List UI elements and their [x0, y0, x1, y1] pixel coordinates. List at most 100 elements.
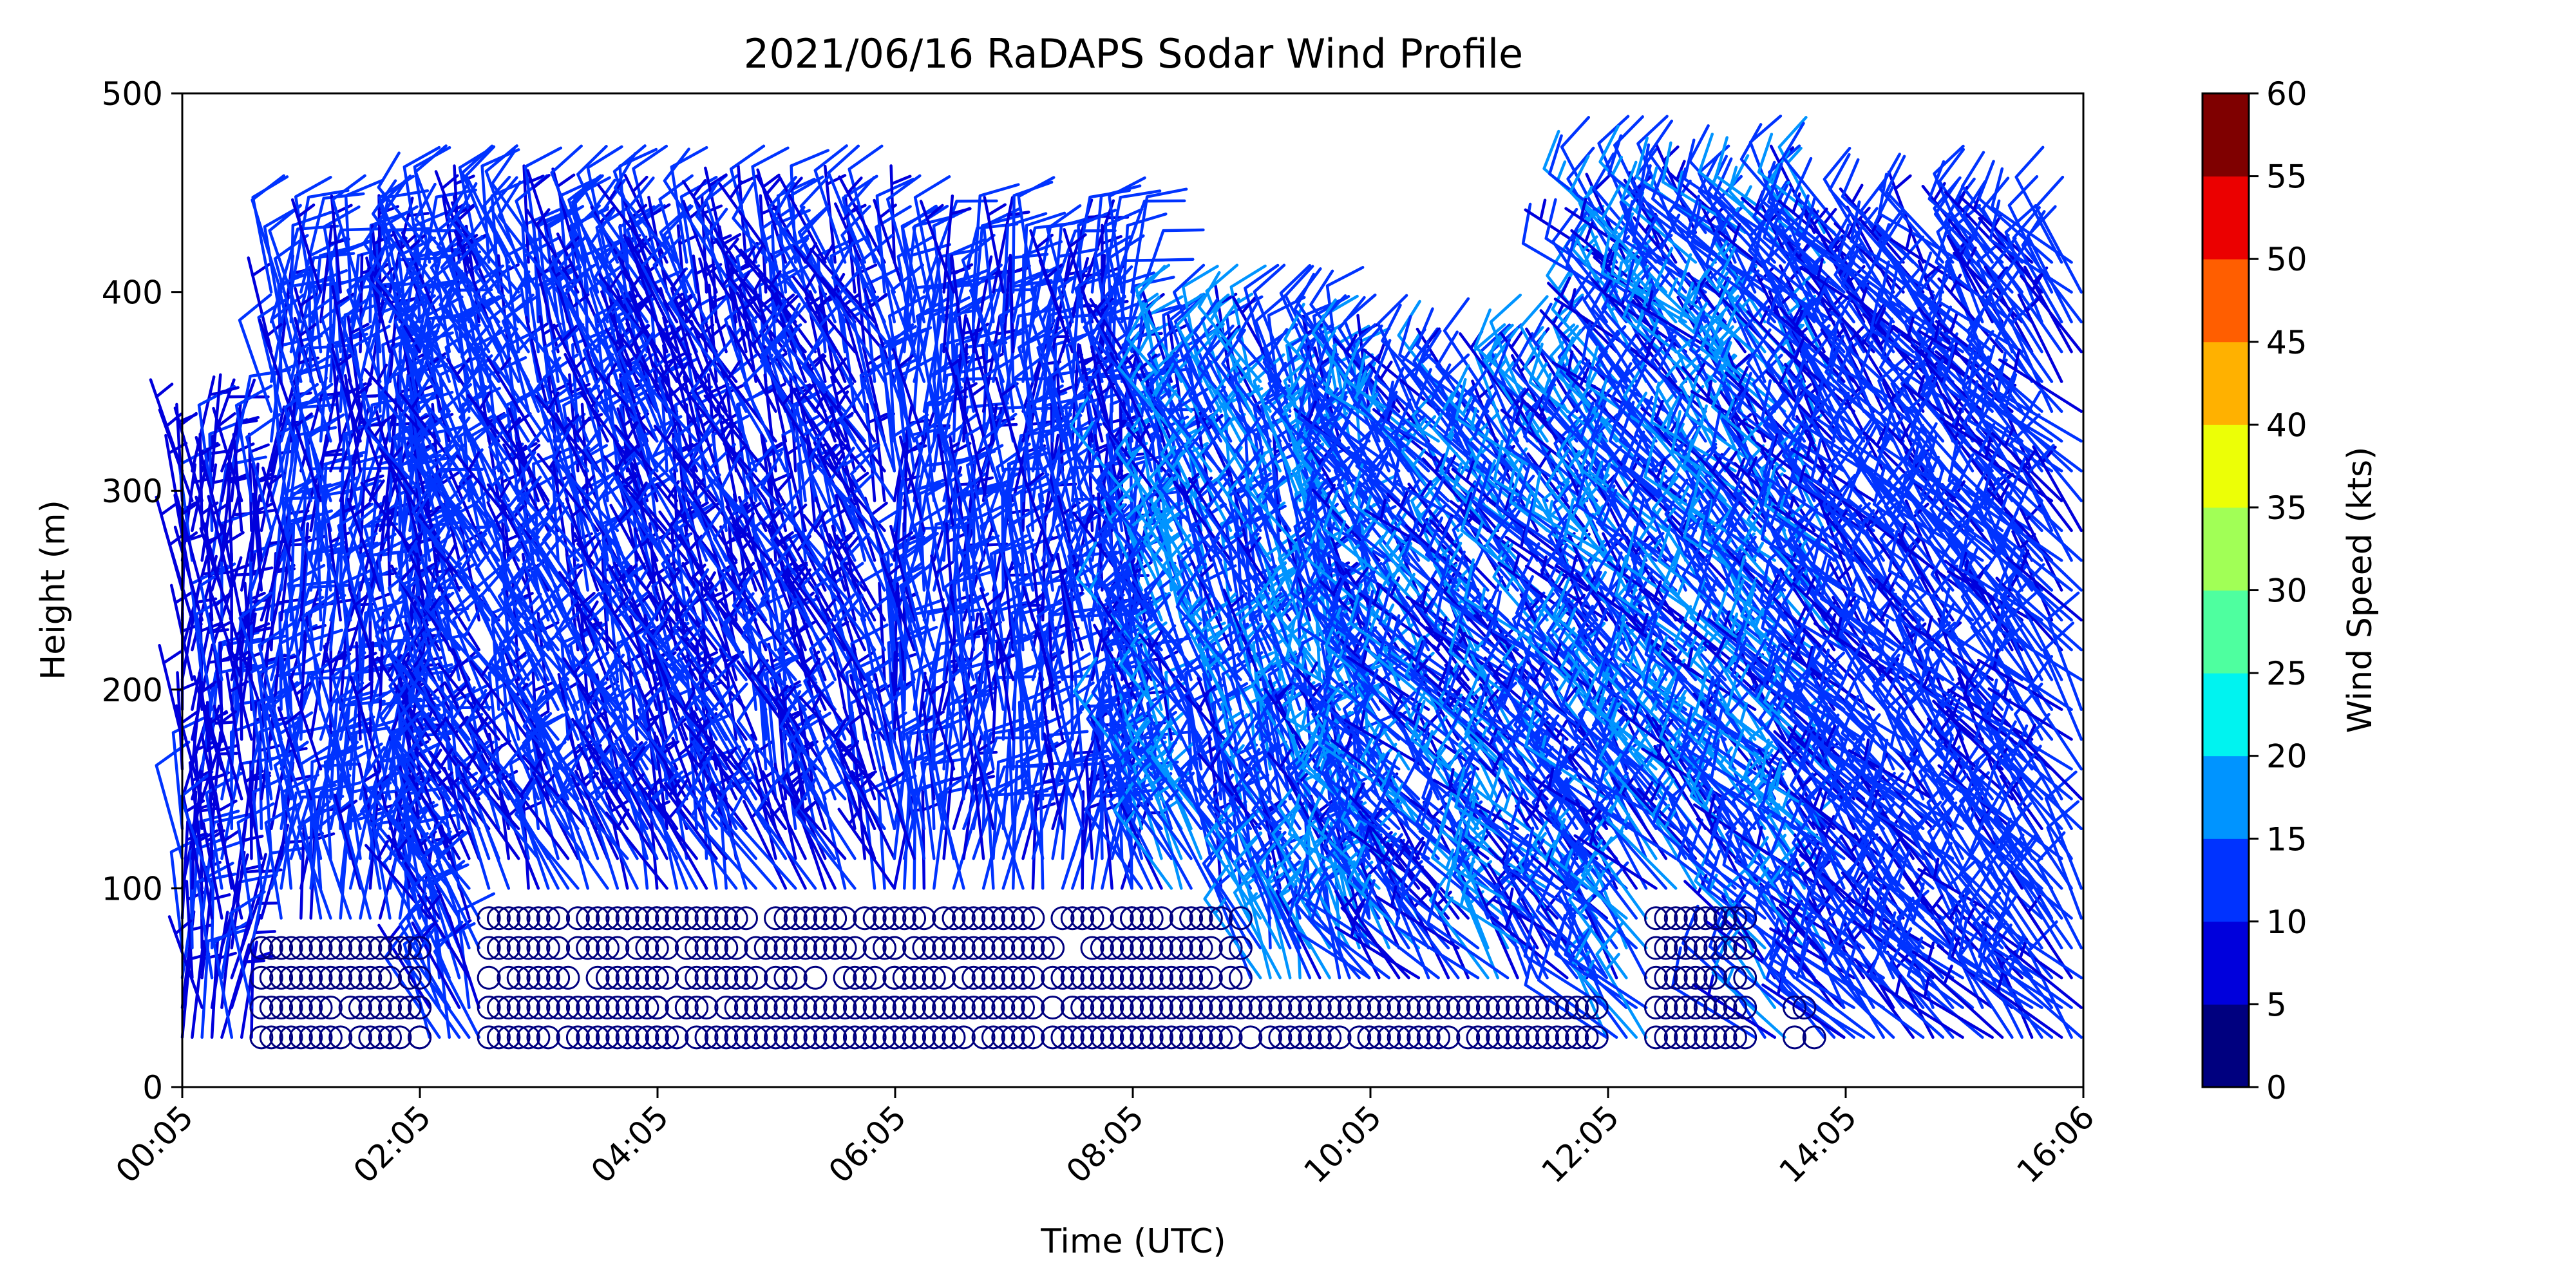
wind-barb	[617, 330, 679, 413]
wind-barb	[1091, 657, 1153, 771]
wind-barb	[491, 149, 550, 264]
wind-barb	[550, 775, 609, 890]
wind-barb	[216, 822, 243, 920]
wind-barb	[603, 451, 668, 533]
colorbar-segment	[2202, 176, 2249, 260]
wind-barb	[1069, 390, 1133, 502]
wind-barb	[668, 269, 728, 383]
wind-barb	[1030, 293, 1065, 413]
wind-barb	[210, 731, 240, 831]
wind-barb	[829, 656, 886, 741]
wind-barb	[1038, 412, 1074, 533]
y-tick-label: 300	[102, 473, 163, 510]
wind-barb	[913, 503, 951, 622]
wind-barb	[647, 444, 698, 562]
colorbar-segment	[2202, 838, 2249, 922]
colorbar-tick-label: 30	[2266, 573, 2307, 610]
x-axis-label: Time (UTC)	[1040, 1222, 1226, 1261]
colorbar-tick-label: 60	[2266, 75, 2307, 113]
colorbar-tick-label: 40	[2266, 406, 2307, 444]
wind-barb	[913, 175, 951, 294]
wind-barb	[387, 777, 451, 890]
wind-barb	[1057, 263, 1094, 383]
wind-barb	[464, 688, 530, 800]
wind-barb	[378, 446, 431, 533]
wind-barb	[952, 472, 987, 592]
colorbar-tick-label: 55	[2266, 158, 2307, 196]
wind-barb	[587, 592, 629, 711]
wind-barb	[802, 391, 867, 473]
wind-barb	[229, 890, 266, 1009]
wind-barb	[277, 711, 314, 831]
wind-barb	[347, 378, 382, 473]
wind-barb	[331, 174, 366, 294]
wind-barb	[994, 377, 1025, 473]
wind-barb	[268, 681, 303, 800]
wind-barb	[800, 510, 867, 622]
wind-barb	[554, 599, 620, 711]
wind-barb	[331, 347, 362, 443]
wind-barb	[837, 806, 896, 890]
wind-barb	[1017, 176, 1056, 294]
colorbar-segment	[2202, 921, 2249, 1005]
wind-barb	[1130, 187, 1188, 294]
wind-barb	[418, 627, 481, 741]
chart-title: 2021/06/16 RaDAPS Sodar Wind Profile	[744, 30, 1523, 77]
wind-barb	[1172, 478, 1233, 562]
wind-barb	[770, 506, 827, 622]
wind-barb	[238, 591, 273, 711]
wind-barb	[175, 495, 204, 592]
wind-barb	[437, 659, 500, 741]
wind-barb	[402, 146, 441, 264]
wind-barb	[828, 446, 886, 562]
wind-barb	[290, 198, 323, 294]
wind-barb	[771, 685, 827, 771]
wind-barb	[474, 770, 511, 890]
wind-barb	[610, 682, 659, 800]
wind-barb	[212, 406, 243, 502]
wind-barb	[713, 505, 768, 622]
wind-barb	[429, 802, 481, 920]
colorbar-segment	[2202, 673, 2249, 757]
wind-barb	[158, 643, 184, 741]
y-tick-label: 100	[102, 870, 163, 907]
wind-barb	[582, 629, 649, 741]
wind-barb	[779, 303, 847, 413]
wind-barb	[1098, 684, 1153, 800]
wind-barb	[979, 612, 1002, 711]
wind-barb	[623, 743, 679, 860]
colorbar-label: Wind Speed (kts)	[2341, 447, 2380, 734]
wind-barb	[992, 748, 1038, 860]
colorbar-tick-label: 15	[2266, 820, 2307, 858]
wind-barb	[1093, 623, 1144, 711]
wind-barb	[745, 444, 797, 562]
wind-barb	[710, 779, 777, 890]
wind-barb	[515, 475, 570, 592]
wind-barb	[880, 323, 916, 443]
wind-barb	[526, 208, 580, 294]
wind-barb	[297, 800, 332, 920]
wind-barb	[995, 442, 1031, 562]
wind-barb	[822, 719, 886, 800]
wind-barb	[826, 593, 876, 711]
wind-barb	[992, 196, 1030, 294]
wind-barb	[378, 611, 403, 711]
y-tick-label: 500	[102, 75, 163, 113]
wind-barb	[251, 174, 286, 294]
colorbar-segment	[2202, 1004, 2249, 1088]
wind-barb	[377, 151, 441, 264]
wind-barb	[539, 591, 580, 711]
wind-barb	[193, 675, 223, 771]
wind-barb	[307, 269, 348, 383]
wind-barb	[670, 691, 738, 771]
wind-barb	[763, 300, 827, 413]
wind-barb	[838, 386, 896, 502]
wind-barb	[732, 182, 797, 294]
wind-barb	[402, 923, 461, 1039]
wind-barb	[212, 920, 250, 1039]
wind-barb	[1101, 189, 1162, 294]
wind-barb	[363, 363, 431, 443]
wind-barb	[226, 644, 253, 741]
y-tick-label: 200	[102, 672, 163, 709]
wind-barb	[496, 417, 550, 502]
